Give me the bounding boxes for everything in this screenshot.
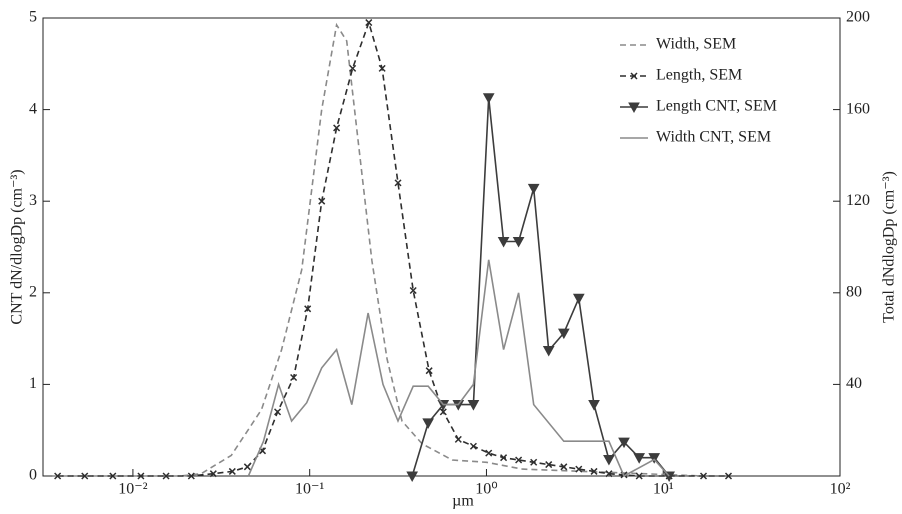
marker: [635, 472, 643, 480]
marker: [81, 472, 89, 480]
marker: [542, 346, 555, 357]
marker: [304, 305, 312, 313]
marker: [588, 400, 600, 411]
y-tick-label: 2: [29, 283, 37, 300]
marker: [575, 465, 583, 473]
marker: [162, 472, 170, 480]
y-tick-label: 3: [29, 192, 37, 209]
marker: [648, 453, 661, 464]
marker: [603, 455, 615, 466]
y-tick-label: 4: [29, 100, 37, 117]
marker: [545, 461, 553, 469]
marker: [724, 472, 733, 480]
marker: [187, 472, 195, 480]
y-tick-label: 1: [29, 375, 37, 392]
x-axis-label: µm: [452, 493, 474, 510]
marker: [572, 293, 585, 305]
marker: [628, 102, 640, 114]
x-tick-label: 10⁰: [475, 481, 497, 498]
marker: [527, 183, 540, 195]
marker: [633, 453, 646, 464]
y2-tick-label: 160: [846, 100, 870, 117]
legend-label: Width CNT, SEM: [656, 129, 771, 146]
series-line: [57, 19, 729, 477]
y-tick-label: 0: [29, 467, 37, 484]
marker: [274, 408, 282, 416]
marker: [425, 367, 433, 375]
x-tick-label: 10²: [830, 481, 851, 498]
marker: [560, 463, 568, 471]
y-axis-label: CNT dN/dlogDp (cm⁻³): [9, 169, 26, 324]
legend-label: Width, SEM: [656, 36, 736, 53]
y2-tick-label: 40: [846, 375, 862, 392]
marker: [209, 470, 217, 478]
marker: [439, 408, 447, 416]
marker: [54, 472, 62, 480]
marker: [515, 456, 523, 464]
marker: [394, 179, 402, 187]
marker: [485, 449, 493, 457]
marker: [699, 472, 708, 480]
marker: [605, 470, 613, 478]
marker: [290, 373, 298, 382]
marker: [349, 64, 357, 72]
marker: [469, 442, 477, 450]
marker: [422, 418, 435, 429]
y2-tick-label: 200: [846, 9, 870, 26]
y2-axis-label: Total dNdlogDp (cm⁻³): [881, 171, 898, 323]
marker: [228, 467, 236, 475]
marker: [378, 64, 386, 72]
marker: [590, 467, 598, 475]
y2-tick-label: 80: [846, 283, 862, 300]
series-line: [52, 22, 704, 477]
marker: [318, 197, 326, 205]
series-line: [247, 259, 670, 478]
marker: [243, 463, 251, 471]
x-tick-label: 10⁻¹: [295, 481, 324, 498]
marker: [512, 237, 525, 248]
marker: [454, 435, 462, 443]
marker: [137, 472, 145, 480]
plot-frame: [42, 17, 841, 477]
marker: [557, 328, 570, 340]
marker: [467, 400, 480, 411]
marker: [409, 286, 417, 295]
y-tick-label: 5: [29, 9, 37, 26]
marker: [630, 72, 638, 80]
x-tick-label: 10⁻²: [118, 481, 147, 498]
y2-tick-label: 120: [846, 192, 870, 209]
legend-label: Length, SEM: [656, 67, 742, 84]
x-tick-label: 10¹: [653, 481, 674, 498]
legend-label: Length CNT, SEM: [656, 98, 777, 115]
marker: [497, 237, 510, 248]
marker: [482, 93, 495, 104]
marker: [500, 454, 508, 462]
series-line: [411, 97, 670, 477]
marker: [109, 472, 117, 480]
marker: [530, 458, 538, 466]
marker: [365, 19, 373, 27]
marker: [333, 124, 341, 132]
marker: [406, 471, 419, 483]
marker: [618, 437, 630, 449]
